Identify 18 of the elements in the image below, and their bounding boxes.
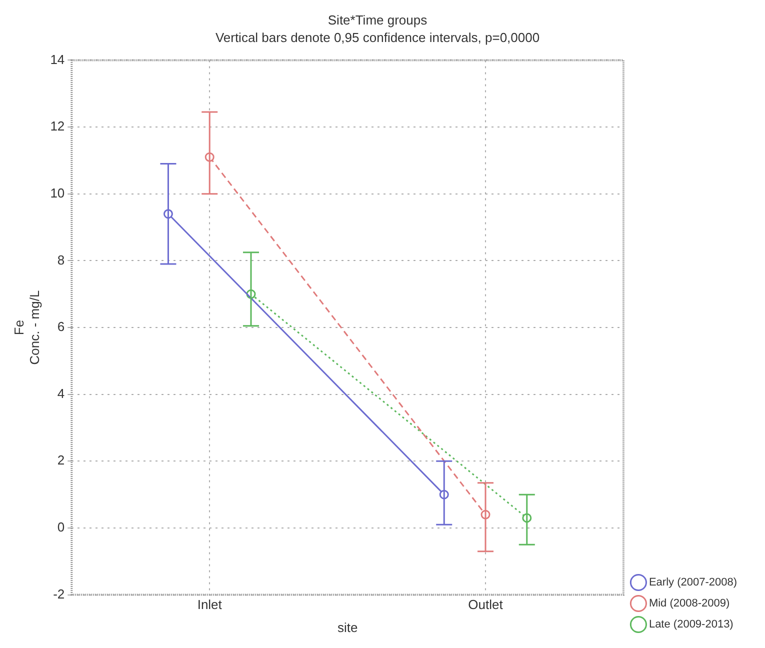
legend-label: Late (2009-2013)	[648, 618, 734, 631]
y-axis-title: Fe Conc. - mg/L	[11, 290, 42, 365]
y-tick-label: 8	[57, 252, 65, 268]
y-tick-label: 10	[50, 185, 65, 200]
y-tick-label: 4	[57, 386, 65, 401]
y-tick-label: 2	[57, 452, 65, 468]
y-tick-label: 14	[50, 52, 65, 67]
x-tick-label: Inlet	[197, 597, 222, 612]
y-tick-label: 6	[57, 319, 65, 334]
y-tick-label: -2	[53, 586, 65, 602]
chart-subtitle: Vertical bars denote 0,95 confidence intervals, p=0,0000	[215, 30, 540, 45]
y-tick-label: 12	[50, 118, 65, 134]
legend-label: Early (2007-2008)	[648, 576, 738, 589]
legend-label: Mid (2008-2009)	[648, 598, 730, 610]
x-tick-label: Outlet	[468, 597, 504, 612]
chart-title: Site*Time groups	[328, 12, 428, 28]
y-tick-label: 0	[57, 520, 65, 535]
x-axis-title: site	[337, 620, 358, 635]
